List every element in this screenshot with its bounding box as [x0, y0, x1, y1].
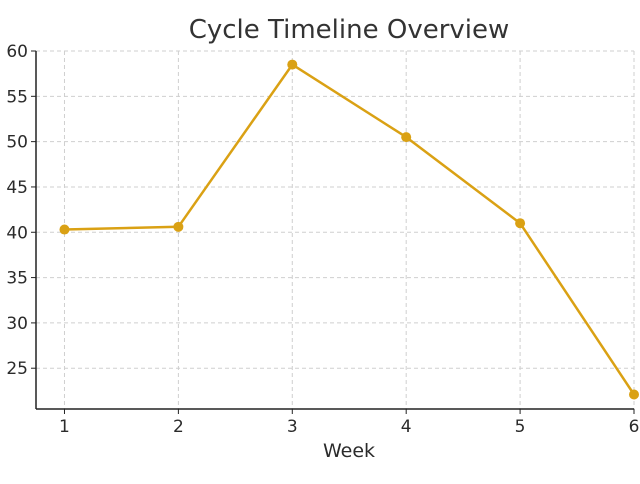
- chart-title: Cycle Timeline Overview: [189, 15, 510, 45]
- data-point: [401, 132, 412, 143]
- y-tick-label: 30: [6, 314, 28, 334]
- axes: [31, 50, 635, 414]
- data-point: [59, 224, 70, 235]
- y-tick-label: 60: [6, 42, 28, 62]
- data-point: [515, 218, 526, 229]
- x-tick-label: 5: [515, 417, 526, 437]
- data-point: [287, 59, 298, 70]
- x-tick-label: 6: [629, 417, 640, 437]
- y-tick-label: 40: [6, 223, 28, 243]
- y-tick-label: 25: [6, 359, 28, 379]
- x-axis-label: Week: [323, 440, 375, 462]
- y-tick-label: 50: [6, 133, 28, 153]
- x-tick-label: 1: [59, 417, 70, 437]
- series-layer: [59, 59, 639, 400]
- data-point: [173, 221, 184, 232]
- series-line: [63, 63, 636, 396]
- y-tick-label: 55: [6, 87, 28, 107]
- x-tick-label: 3: [287, 417, 298, 437]
- y-tick-label: 45: [6, 178, 28, 198]
- x-tick-label: 4: [401, 417, 412, 437]
- x-tick-label: 2: [173, 417, 184, 437]
- y-tick-label: 35: [6, 269, 28, 289]
- data-point: [629, 389, 639, 400]
